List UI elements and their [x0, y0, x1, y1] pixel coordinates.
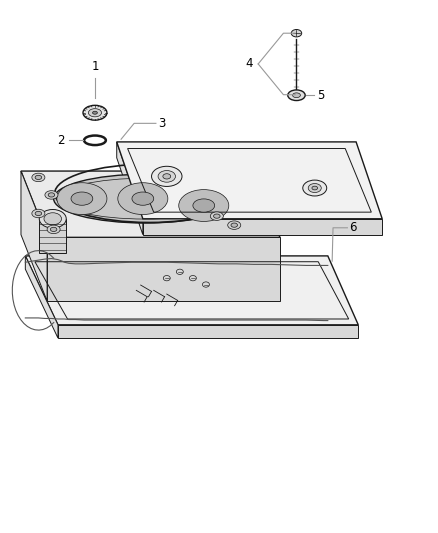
Ellipse shape [189, 276, 196, 281]
Polygon shape [117, 142, 382, 219]
Ellipse shape [71, 192, 93, 205]
Polygon shape [25, 256, 358, 325]
Text: 1: 1 [91, 61, 99, 74]
Ellipse shape [57, 183, 107, 215]
Ellipse shape [193, 199, 215, 212]
Ellipse shape [303, 180, 327, 196]
Ellipse shape [231, 223, 237, 227]
Ellipse shape [132, 192, 154, 205]
Ellipse shape [32, 173, 45, 182]
Text: 5: 5 [317, 88, 324, 102]
Polygon shape [117, 142, 143, 235]
Ellipse shape [293, 93, 300, 98]
Text: 6: 6 [350, 221, 357, 235]
Ellipse shape [152, 166, 182, 187]
Ellipse shape [158, 171, 176, 182]
Ellipse shape [92, 111, 97, 114]
Polygon shape [47, 237, 280, 301]
Polygon shape [39, 219, 66, 253]
Ellipse shape [35, 212, 42, 216]
Text: 4: 4 [245, 58, 253, 70]
Ellipse shape [50, 227, 57, 231]
Text: 3: 3 [158, 117, 166, 130]
Ellipse shape [291, 29, 302, 37]
Ellipse shape [39, 209, 66, 228]
Ellipse shape [48, 193, 55, 197]
Ellipse shape [45, 191, 58, 199]
Ellipse shape [44, 213, 61, 225]
Ellipse shape [47, 225, 60, 233]
Ellipse shape [288, 90, 305, 101]
Ellipse shape [210, 212, 223, 220]
Polygon shape [21, 171, 47, 301]
Ellipse shape [202, 282, 209, 287]
Ellipse shape [214, 214, 220, 218]
Ellipse shape [118, 183, 168, 215]
Polygon shape [143, 219, 382, 235]
Polygon shape [58, 325, 358, 338]
Text: 2: 2 [57, 134, 64, 147]
Ellipse shape [177, 269, 184, 274]
Ellipse shape [179, 190, 229, 221]
Ellipse shape [163, 174, 171, 179]
Ellipse shape [312, 186, 318, 190]
Ellipse shape [32, 209, 45, 217]
Ellipse shape [308, 183, 321, 192]
Ellipse shape [163, 276, 170, 281]
Ellipse shape [35, 175, 42, 180]
Ellipse shape [228, 221, 241, 229]
Ellipse shape [83, 106, 107, 120]
Polygon shape [25, 256, 58, 338]
Ellipse shape [53, 174, 237, 223]
Polygon shape [21, 171, 280, 237]
Ellipse shape [88, 109, 102, 117]
